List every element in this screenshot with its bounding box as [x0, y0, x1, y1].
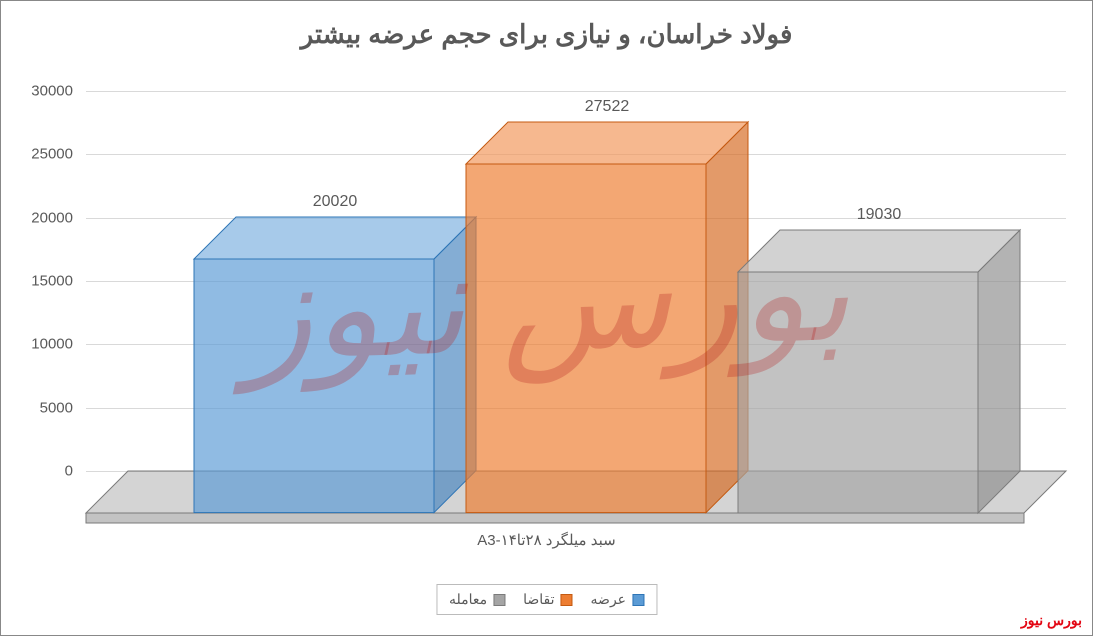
legend-swatch — [632, 594, 644, 606]
legend-item: عرضه — [591, 591, 644, 608]
y-tick: 0 — [65, 463, 73, 480]
bar-moamele — [738, 230, 1020, 513]
legend-item: تقاضا — [523, 591, 572, 608]
y-tick: 20000 — [31, 209, 73, 226]
data-label-arzeh: 20020 — [313, 193, 358, 211]
bar-arzeh — [194, 217, 476, 513]
bar-taghaza — [466, 122, 748, 513]
data-label-moamele: 19030 — [857, 206, 902, 224]
y-tick: 5000 — [40, 399, 73, 416]
legend-item: معامله — [449, 591, 505, 608]
legend-swatch — [493, 594, 505, 606]
plot-area: 20020 27522 19030 — [86, 91, 1066, 511]
legend: عرضه تقاضا معامله — [436, 584, 657, 615]
y-tick: 10000 — [31, 336, 73, 353]
legend-label: عرضه — [591, 591, 626, 608]
y-tick: 30000 — [31, 83, 73, 100]
legend-label: معامله — [449, 591, 487, 608]
legend-swatch — [561, 594, 573, 606]
y-axis: 050001000015000200002500030000 — [11, 91, 81, 511]
legend-label: تقاضا — [523, 591, 554, 608]
data-label-taghaza: 27522 — [585, 98, 630, 116]
watermark-corner: بورس نیوز — [1021, 612, 1082, 629]
chart-title: فولاد خراسان، و نیازی برای حجم عرضه بیشت… — [1, 19, 1092, 50]
x-axis-label: سبد میلگرد ۲۸تا۱۴-A3 — [1, 531, 1092, 549]
chart-container: فولاد خراسان، و نیازی برای حجم عرضه بیشت… — [0, 0, 1093, 636]
y-tick: 15000 — [31, 273, 73, 290]
y-tick: 25000 — [31, 146, 73, 163]
